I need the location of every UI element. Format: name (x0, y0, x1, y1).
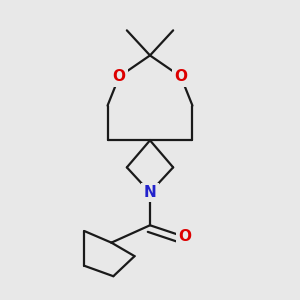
Text: O: O (112, 69, 126, 84)
Text: O: O (174, 69, 188, 84)
Text: N: N (144, 185, 156, 200)
Text: O: O (178, 230, 191, 244)
